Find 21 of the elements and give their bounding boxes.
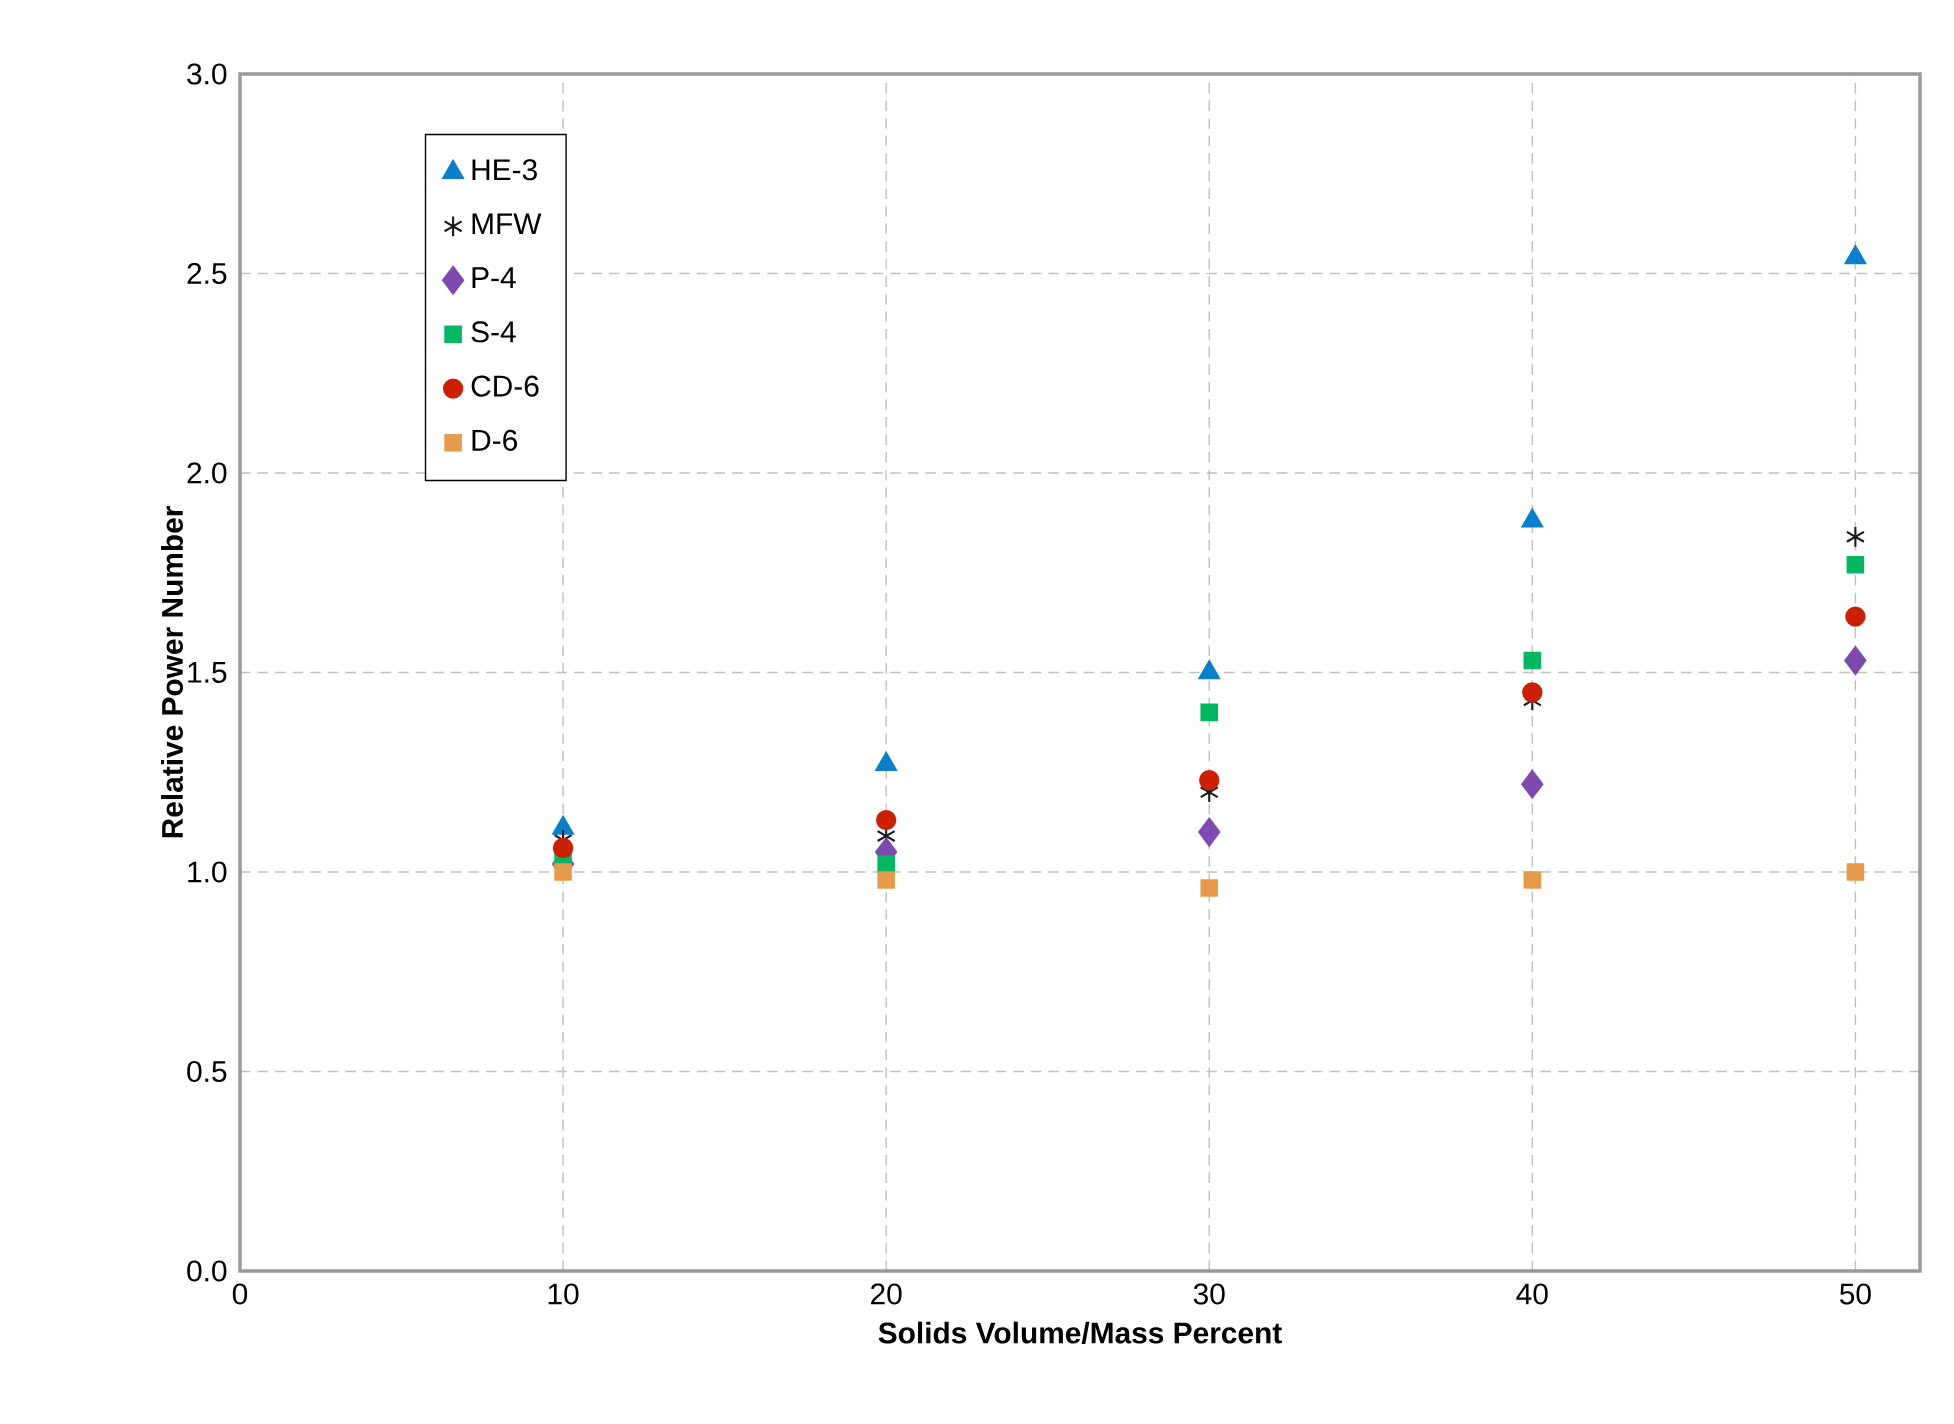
x-tick-label: 30 [1193,1283,1225,1305]
x-tick-label: 20 [871,1283,902,1305]
legend-label: HE-3 [472,159,537,181]
legend-label: CD-6 [471,375,539,397]
y-tick-label: 2.0 [187,462,227,484]
x-axis-title: Solids Volume/Mass Percent [878,1321,1282,1344]
x-tick-label: 40 [1516,1283,1548,1305]
legend-label: P-4 [472,267,516,288]
legend-label: D-6 [472,429,517,451]
y-tick-label: 2.5 [187,262,227,285]
legend-label: MFW [472,213,542,234]
y-tick-label: 0.5 [187,1060,227,1083]
y-tick-label: 1.5 [188,662,227,683]
y-tick-label: 3.0 [187,63,227,85]
x-tick-label: 50 [1839,1283,1871,1305]
y-tick-label: 1.0 [188,861,227,883]
x-tick-label: 0 [232,1283,248,1305]
y-axis-title: Relative Power Number [161,506,183,838]
legend-label: S-4 [471,321,516,343]
x-tick-label: 10 [548,1283,579,1305]
y-tick-label: 0.0 [187,1260,227,1282]
